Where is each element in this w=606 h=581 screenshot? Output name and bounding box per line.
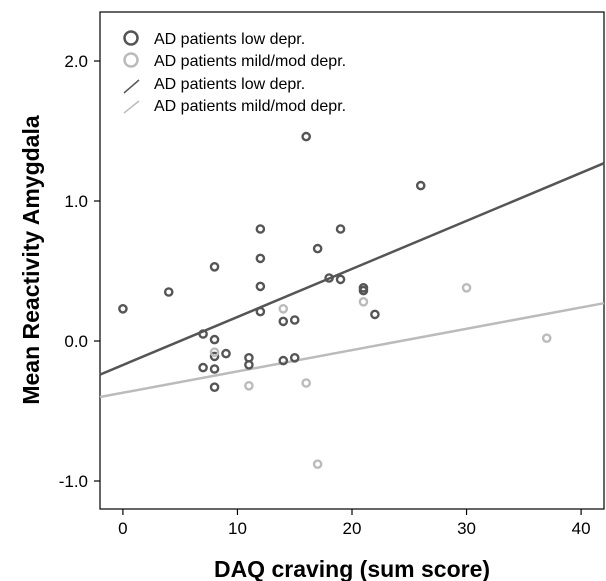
data-point-low-depr-24 (335, 274, 346, 285)
legend-marker-mild-mod-depr (123, 52, 139, 68)
data-point-low-depr-4 (209, 261, 220, 272)
y-tick-label: -1.0 (59, 472, 88, 491)
data-point-mild-mod-depr-6 (461, 282, 472, 293)
legend: AD patients low depr. AD patients mild/m… (123, 30, 346, 115)
y-axis-ticks: -1.0 0.0 1.0 2.0 (59, 52, 100, 491)
data-point-mild-mod-depr-5 (358, 296, 369, 307)
data-point-low-depr-13 (255, 253, 266, 264)
data-point-low-depr-8 (209, 382, 220, 393)
legend-line-mild-mod-depr (123, 100, 140, 114)
data-point-mild-mod-depr-7 (541, 333, 552, 344)
data-point-low-depr-12 (255, 224, 266, 234)
data-point-mild-mod-depr-4 (312, 459, 323, 470)
data-point-low-depr-21 (312, 243, 323, 254)
x-tick-label: 10 (228, 519, 247, 538)
fit-lines (99, 162, 605, 399)
data-point-low-depr-17 (278, 355, 289, 366)
fit-line-low-depr (99, 162, 605, 376)
y-tick-label: 2.0 (64, 52, 88, 71)
x-tick-label: 40 (572, 519, 591, 538)
data-point-low-depr-20 (301, 131, 311, 142)
data-point-low-depr-5 (209, 334, 220, 345)
x-axis-ticks: 0 10 20 30 40 (118, 509, 591, 538)
legend-label-line-mild-mod-depr: AD patients mild/mod depr. (154, 98, 346, 115)
data-point-low-depr-1 (163, 287, 174, 297)
data-point-low-depr-7 (209, 364, 220, 374)
data-point-low-depr-11 (244, 359, 254, 370)
x-axis-title: DAQ craving (sum score) (214, 556, 490, 581)
data-point-mild-mod-depr-3 (301, 378, 311, 388)
data-point-low-depr-3 (198, 362, 208, 373)
data-point-low-depr-28 (415, 180, 426, 191)
data-point-low-depr-0 (118, 303, 128, 314)
data-point-low-depr-14 (255, 281, 266, 292)
x-tick-label: 20 (343, 519, 362, 538)
x-tick-label: 30 (457, 519, 476, 538)
legend-label-line-low-depr: AD patients low depr. (154, 76, 305, 93)
data-point-mild-mod-depr-2 (278, 303, 289, 314)
data-point-low-depr-15 (255, 306, 266, 317)
data-points (118, 131, 552, 470)
x-tick-label: 0 (118, 519, 127, 538)
legend-line-low-depr (123, 79, 140, 94)
legend-marker-low-depr (123, 30, 139, 46)
y-tick-label: 0.0 (64, 332, 88, 351)
data-point-low-depr-23 (335, 224, 346, 234)
y-tick-label: 1.0 (64, 192, 88, 211)
data-point-mild-mod-depr-1 (244, 380, 254, 391)
y-axis-title: Mean Reactivity Amygdala (18, 115, 44, 405)
data-point-mild-mod-depr-0 (209, 347, 220, 358)
fit-line-mild-mod-depr (99, 301, 605, 399)
data-point-low-depr-22 (324, 273, 334, 283)
data-point-low-depr-16 (278, 316, 289, 327)
data-point-low-depr-9 (221, 348, 231, 359)
data-point-low-depr-6 (209, 351, 220, 362)
plot-area (99, 11, 605, 510)
data-point-low-depr-27 (370, 309, 380, 320)
legend-label-mild-mod-depr: AD patients mild/mod depr. (154, 53, 346, 70)
data-point-low-depr-26 (358, 285, 369, 296)
data-point-low-depr-18 (289, 315, 300, 325)
data-point-low-depr-2 (198, 329, 208, 339)
legend-label-low-depr: AD patients low depr. (154, 31, 305, 48)
data-point-low-depr-19 (289, 352, 300, 363)
